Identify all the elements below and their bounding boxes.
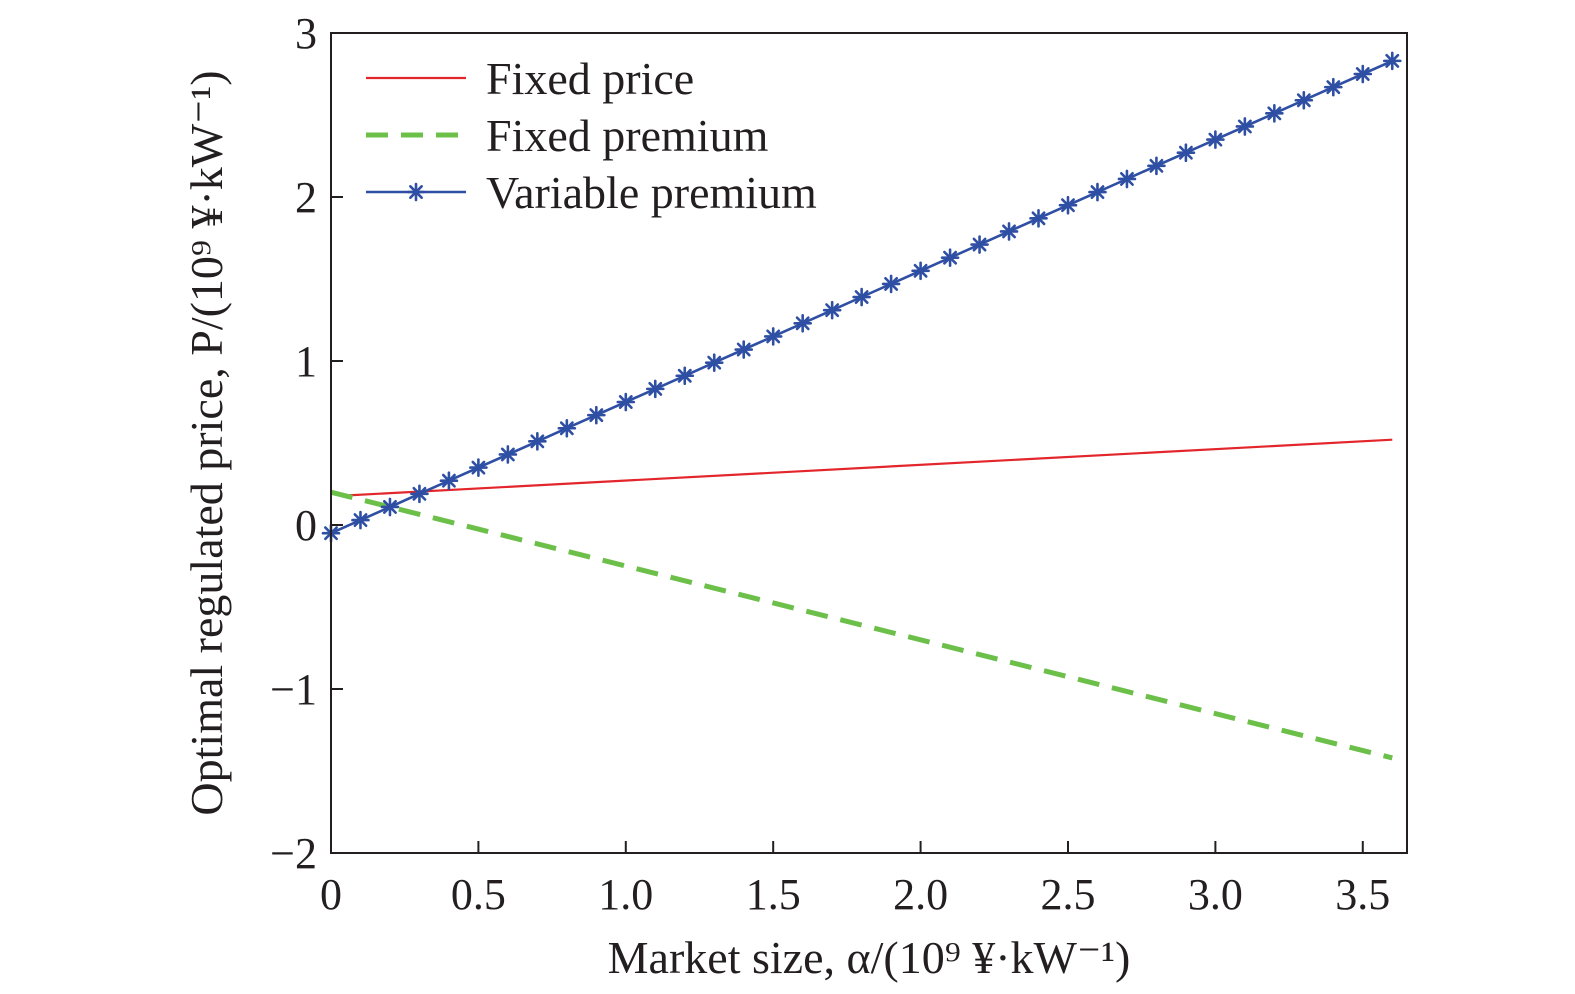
x-axis-title: Market size, α/(10⁹ ¥·kW⁻¹) (608, 932, 1131, 983)
variable-premium-point (1088, 182, 1107, 202)
variable-premium-point (734, 340, 754, 359)
variable-premium-point (704, 353, 724, 372)
legend-label: Variable premium (486, 167, 817, 218)
variable-premium-point (1117, 169, 1137, 189)
legend-item-fixed-price: Fixed price (366, 53, 694, 104)
legend-item-variable-premium: Variable premium (366, 167, 817, 218)
x-tick-label: 2.5 (1040, 870, 1095, 919)
plot-frame (330, 32, 1408, 854)
variable-premium-point (822, 300, 842, 320)
variable-premium-point (528, 432, 547, 451)
fixed-premium-line (330, 489, 1393, 761)
variable-premium-point (999, 222, 1019, 241)
y-tick-label: 2 (295, 173, 317, 222)
x-tick-label: 3.5 (1335, 870, 1390, 919)
variable-premium-point (351, 510, 370, 530)
y-tick-label: 3 (295, 9, 317, 58)
fixed-price-line (345, 438, 1393, 497)
x-tick-label: 0 (320, 870, 342, 919)
y-tick-label: −1 (270, 665, 317, 714)
variable-premium-point (1176, 143, 1196, 163)
variable-premium-point (1265, 104, 1284, 123)
variable-premium-point (1058, 195, 1078, 215)
y-axis: −2 −1 0 1 2 3 (270, 9, 343, 878)
variable-premium-point (616, 392, 636, 412)
y-tick-label: −2 (270, 829, 317, 878)
variable-premium-point (469, 458, 488, 477)
variable-premium-point (439, 471, 459, 491)
legend-item-fixed-premium: Fixed premium (366, 110, 769, 161)
variable-premium-point (763, 327, 783, 346)
y-tick-label: 1 (295, 337, 317, 386)
variable-premium-point (1324, 77, 1343, 97)
variable-premium-point (793, 313, 812, 333)
legend-marker (406, 182, 426, 202)
x-tick-label: 0.5 (451, 870, 506, 919)
legend: Fixed price Fixed premium Variable premium (366, 53, 817, 218)
variable-premium-point (911, 261, 930, 281)
series-layer (321, 51, 1402, 761)
variable-premium-point (1382, 51, 1402, 71)
variable-premium-point (1206, 130, 1225, 149)
x-tick-label: 2.0 (893, 870, 948, 919)
variable-premium-point (380, 497, 400, 517)
x-axis: 0 0.5 1.0 1.5 2.0 2.5 3.0 3.5 (320, 841, 1390, 919)
variable-premium-point (1235, 117, 1255, 136)
variable-premium-point (498, 445, 518, 464)
variable-premium-point (940, 248, 960, 267)
variable-premium-point (410, 484, 429, 504)
variable-premium-point (1147, 156, 1166, 176)
legend-label: Fixed premium (486, 110, 769, 161)
variable-premium-point (970, 235, 989, 254)
variable-premium-point (852, 287, 871, 307)
variable-premium-point (1294, 90, 1314, 110)
y-tick-label: 0 (295, 501, 317, 550)
variable-premium-point (557, 418, 577, 438)
variable-premium-point (675, 366, 695, 386)
variable-premium-point (881, 274, 901, 294)
variable-premium-point (1029, 209, 1048, 228)
variable-premium-point (645, 379, 665, 399)
y-axis-title: Optimal regulated price, P/(10⁹ ¥·kW⁻¹) (181, 70, 232, 815)
legend-label: Fixed price (486, 53, 694, 104)
x-tick-label: 1.5 (746, 870, 801, 919)
x-tick-label: 1.0 (598, 870, 653, 919)
variable-premium-point (587, 405, 606, 425)
variable-premium-point (1353, 64, 1373, 84)
x-tick-label: 3.0 (1188, 870, 1243, 919)
